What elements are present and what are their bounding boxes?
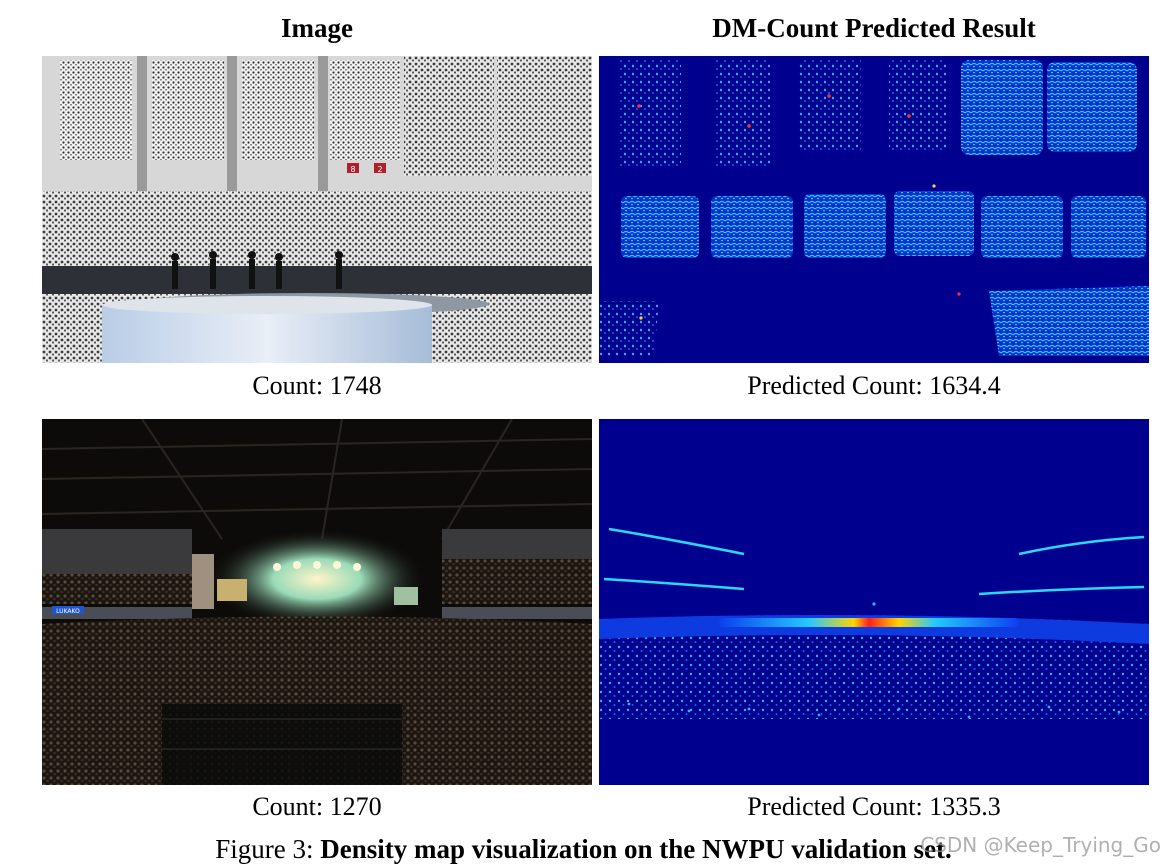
ground-truth-count-2: Count: 1270 [252, 792, 382, 821]
figure-caption-text: Density map visualization on the NWPU va… [320, 834, 952, 864]
density-map-arena [599, 419, 1149, 785]
column-title-predicted: DM-Count Predicted Result [712, 13, 1036, 43]
figure-caption: Figure 3: Density map visualization on t… [0, 832, 1167, 866]
predicted-count-2: Predicted Count: 1335.3 [747, 792, 1001, 821]
density-map-stadium [599, 56, 1149, 363]
csdn-watermark: CSDN @Keep_Trying_Go [920, 833, 1161, 857]
column-title-image: Image [281, 13, 353, 43]
predicted-count-1: Predicted Count: 1634.4 [747, 371, 1001, 400]
crowd-photo-stadium: 8 2 [42, 56, 592, 363]
arena-banner-left: LUKAKO [56, 608, 80, 615]
crowd-photo-arena: LUKAKO [42, 419, 592, 785]
stand-sign-right: 2 [377, 165, 382, 174]
stand-sign-left: 8 [350, 165, 355, 174]
ground-truth-count-1: Count: 1748 [252, 371, 382, 400]
figure-caption-prefix: Figure 3: [215, 834, 321, 864]
